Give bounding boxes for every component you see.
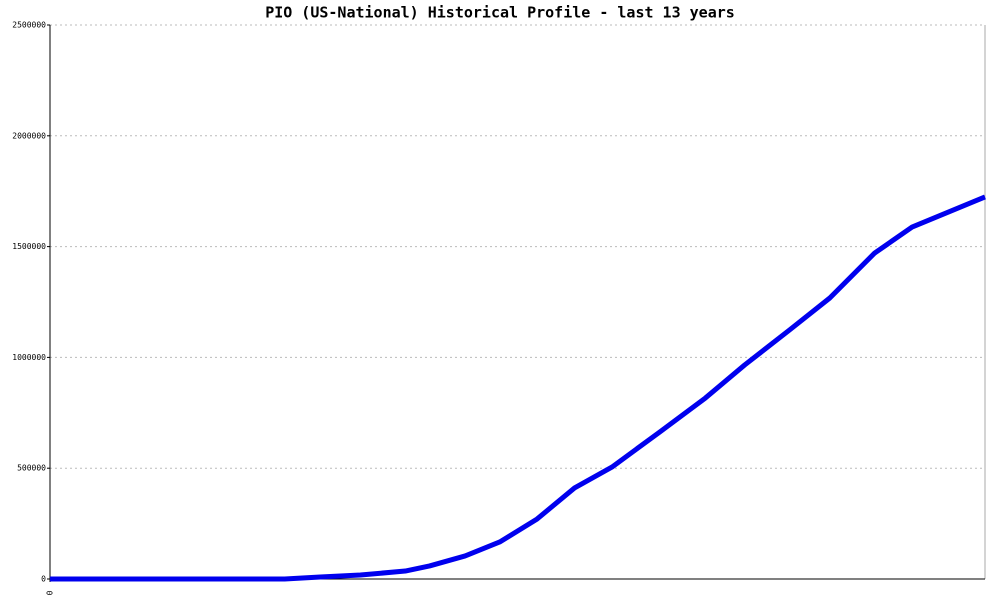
y-tick-label: 1500000 xyxy=(12,242,46,251)
chart-title: PIO (US-National) Historical Profile - l… xyxy=(265,4,735,22)
y-tick-label: 500000 xyxy=(17,464,46,473)
data-line xyxy=(50,194,986,582)
y-tick-label: 2500000 xyxy=(12,21,46,30)
x-tick-label: 0 xyxy=(46,590,55,595)
y-tick-label: 1000000 xyxy=(12,353,46,362)
y-tick-label: 2000000 xyxy=(12,131,46,140)
y-tick-label: 0 xyxy=(41,575,46,584)
